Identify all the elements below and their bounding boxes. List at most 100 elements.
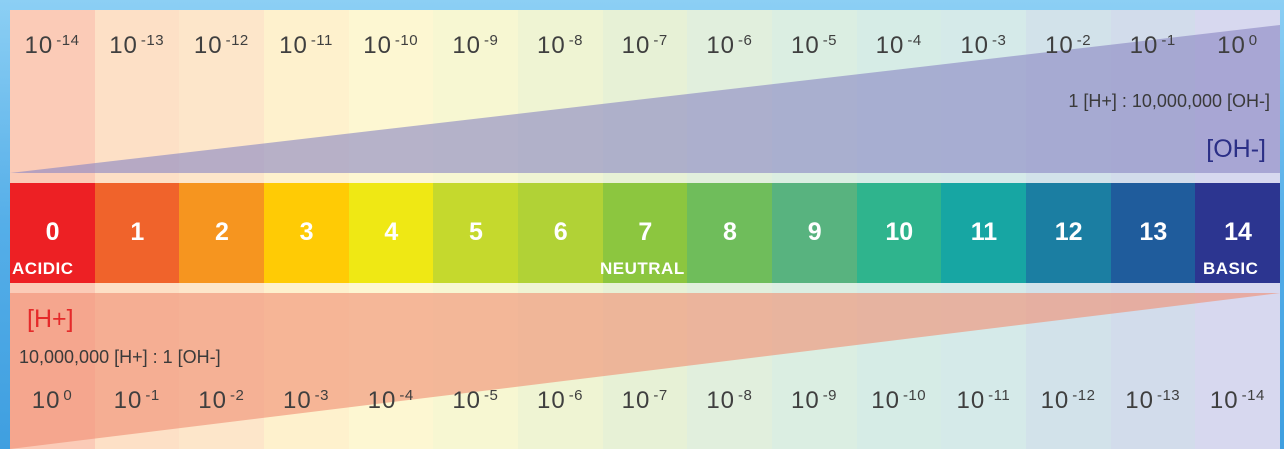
h-concentration-value: 10 -3 <box>264 387 348 415</box>
power-base: 10 <box>1040 387 1070 414</box>
power-base: 10 <box>24 32 54 59</box>
h-concentration-value: 10 -1 <box>95 387 179 415</box>
power-base: 10 <box>621 387 651 414</box>
power-exponent: -3 <box>314 387 330 404</box>
power-base: 10 <box>279 32 308 59</box>
power-exponent: 0 <box>63 387 73 404</box>
power-exponent: -5 <box>822 32 838 49</box>
power-base: 10 <box>706 32 736 59</box>
power-exponent: -6 <box>738 32 753 49</box>
h-concentration-value: 10 -10 <box>857 387 941 415</box>
oh-concentration-value: 10 -7 <box>603 32 687 60</box>
power-base: 10 <box>536 32 566 59</box>
power-exponent: -5 <box>484 387 499 404</box>
power-exponent: -3 <box>992 32 1007 49</box>
h-concentration-value: 10 -12 <box>1026 387 1110 415</box>
oh-concentration-value: 10 -3 <box>941 32 1025 60</box>
h-concentration-value: 10 -8 <box>687 387 771 415</box>
ph-level-number: 3 <box>299 218 314 246</box>
oh-concentration-value: 10 -9 <box>433 32 517 60</box>
power-base: 10 <box>706 387 736 414</box>
ph-cell: 9 <box>772 183 858 283</box>
ph-cell: 2 <box>179 183 265 283</box>
power-exponent: -2 <box>230 387 245 404</box>
ph-cell: 13 <box>1110 183 1196 283</box>
ph-color-bar: 0 1 2 3 4 5 6 7 8 9 10 11 12 13 14 ACIDIC NEUTRAL BASI… <box>10 183 1280 283</box>
oh-concentration-value: 10 -6 <box>687 32 771 60</box>
power-exponent: 0 <box>1248 32 1258 49</box>
power-base: 10 <box>198 387 227 414</box>
h-concentration-value: 10 -7 <box>603 387 687 415</box>
power-base: 10 <box>31 387 61 414</box>
power-base: 10 <box>1209 387 1239 414</box>
h-concentration-wedge <box>10 293 1280 449</box>
power-base: 10 <box>1125 387 1154 414</box>
power-base: 10 <box>790 387 820 414</box>
power-base: 10 <box>875 32 905 59</box>
h-concentration-value: 10 -11 <box>941 387 1025 415</box>
power-base: 10 <box>956 387 986 414</box>
oh-ratio-label: 1 [H+] : 10,000,000 [OH-] <box>1068 91 1270 111</box>
h-concentration-value: 10 -9 <box>772 387 856 415</box>
acidic-label: ACIDIC <box>12 259 74 278</box>
oh-concentration-wedge <box>10 25 1280 173</box>
power-base: 10 <box>536 387 566 414</box>
power-exponent: -10 <box>902 387 927 404</box>
ph-cell: 10 <box>856 183 942 283</box>
power-exponent: -9 <box>484 32 499 49</box>
ph-cell: 8 <box>687 183 773 283</box>
ph-cell: 6 <box>518 183 604 283</box>
ph-level-number: 2 <box>215 218 229 246</box>
oh-concentration-value: 10 -5 <box>772 32 856 60</box>
power-exponent: -1 <box>145 387 160 404</box>
ph-cell: 5 <box>433 183 519 283</box>
basic-label: BASIC <box>1203 259 1259 278</box>
ph-level-number: 10 <box>885 218 914 246</box>
oh-concentration-value: 10 -2 <box>1026 32 1110 60</box>
power-base: 10 <box>1045 32 1074 59</box>
power-base: 10 <box>790 32 820 59</box>
concentration-wedges <box>10 25 1280 449</box>
power-base: 10 <box>621 32 651 59</box>
power-exponent: -6 <box>568 387 584 404</box>
power-exponent: -1 <box>1161 32 1176 49</box>
ph-cell: 14 <box>1195 183 1280 283</box>
power-exponent: -8 <box>738 387 753 404</box>
power-exponent: -11 <box>310 32 333 49</box>
oh-ion-label: [OH-] <box>1206 135 1266 163</box>
power-exponent: -4 <box>399 387 414 404</box>
power-base: 10 <box>367 387 397 414</box>
ph-cell: 12 <box>1026 183 1112 283</box>
ph-cell: 7 <box>602 183 688 283</box>
h-ion-label: [H+] <box>27 305 74 333</box>
oh-concentration-value: 10 -13 <box>95 32 179 60</box>
ph-cell: 0 <box>10 183 96 283</box>
ph-level-number: 12 <box>1054 218 1083 246</box>
ph-level-number: 6 <box>553 218 568 246</box>
h-concentration-value: 10 -5 <box>433 387 517 415</box>
h-ratio-label: 10,000,000 [H+] : 1 [OH-] <box>19 347 221 367</box>
neutral-label: NEUTRAL <box>600 259 685 278</box>
power-exponent: -14 <box>1241 387 1265 404</box>
power-base: 10 <box>1129 32 1159 59</box>
ph-level-number: 0 <box>45 218 60 246</box>
oh-concentration-value: 10 -4 <box>857 32 941 60</box>
ph-level-number: 14 <box>1224 218 1252 246</box>
h-concentration-value: 10 -4 <box>349 387 433 415</box>
power-base: 10 <box>109 32 138 59</box>
power-exponent: -4 <box>907 32 922 49</box>
ph-level-number: 11 <box>970 218 998 246</box>
ph-scale-panel: 10 -14 10 -13 10 -12 10 -11 10 -10 10 -9 10 -8 10 -7 10-… <box>10 10 1280 449</box>
ph-level-number: 7 <box>638 218 653 246</box>
power-base: 10 <box>113 387 143 414</box>
power-base: 10 <box>363 32 392 59</box>
h-concentration-value: 10 -14 <box>1195 387 1279 415</box>
power-base: 10 <box>193 32 223 59</box>
power-exponent: -14 <box>56 32 80 49</box>
ph-level-number: 1 <box>130 218 145 246</box>
ph-level-number: 5 <box>469 218 483 246</box>
ph-level-number: 4 <box>384 218 399 246</box>
h-concentration-value: 10 -13 <box>1111 387 1195 415</box>
power-base: 10 <box>871 387 900 414</box>
